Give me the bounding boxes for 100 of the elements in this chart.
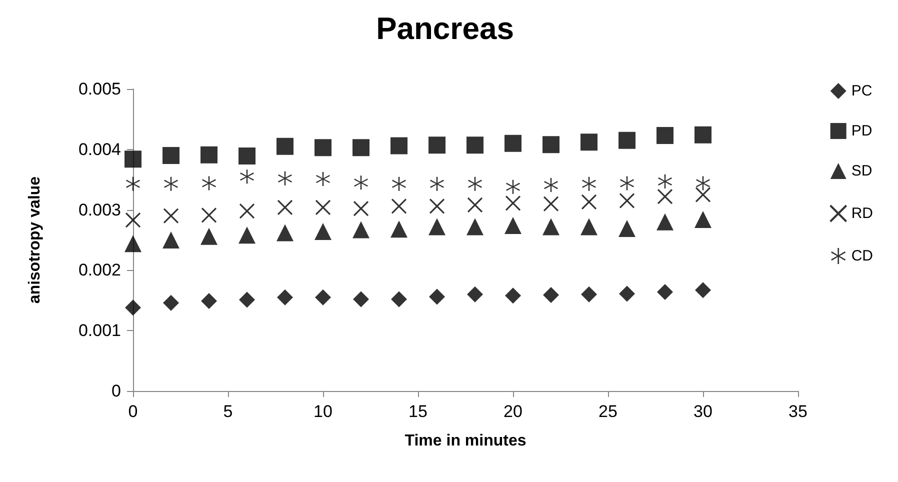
point — [314, 139, 332, 156]
point — [124, 150, 142, 168]
point — [657, 284, 673, 300]
point — [391, 198, 407, 214]
point — [276, 138, 294, 155]
point — [658, 174, 672, 188]
point — [695, 282, 711, 298]
y-tick-label: 0.001 — [78, 321, 121, 340]
point — [162, 232, 180, 248]
point — [505, 195, 521, 211]
x-tick-label: 15 — [408, 402, 428, 421]
point — [542, 218, 560, 236]
point — [201, 207, 217, 224]
point — [314, 223, 332, 240]
point — [428, 218, 446, 236]
point — [504, 217, 522, 234]
point — [390, 220, 408, 238]
x-tick-label: 10 — [314, 402, 332, 421]
point — [543, 286, 559, 303]
point — [200, 228, 218, 245]
point — [620, 176, 634, 190]
x-tick-label: 0 — [128, 402, 138, 421]
point — [695, 186, 711, 202]
point — [238, 148, 256, 165]
point — [581, 286, 597, 302]
point — [506, 180, 520, 194]
point — [618, 220, 636, 238]
point — [353, 200, 369, 216]
point — [353, 291, 369, 308]
point — [390, 137, 408, 154]
point — [696, 176, 710, 190]
point — [316, 172, 330, 186]
point — [466, 218, 484, 236]
x-axis-title: Time in minutes — [404, 432, 526, 450]
point — [239, 203, 255, 219]
x-tick-label: 35 — [788, 402, 808, 421]
point — [277, 200, 293, 216]
y-tick-label: 0.005 — [78, 80, 121, 98]
point — [240, 170, 254, 184]
point — [125, 212, 141, 228]
point — [581, 194, 597, 210]
point — [694, 210, 712, 228]
point — [238, 226, 256, 244]
point — [126, 176, 140, 191]
point — [656, 213, 674, 230]
x-tick-label: 30 — [694, 402, 712, 421]
y-tick-label: 0.004 — [78, 140, 121, 159]
point — [392, 176, 406, 191]
point — [619, 192, 635, 209]
point — [315, 200, 331, 216]
point — [200, 146, 218, 164]
y-tick-label: 0 — [112, 382, 121, 400]
point — [124, 235, 142, 252]
legend-label: RD — [851, 205, 874, 222]
point — [505, 288, 521, 304]
point — [278, 171, 292, 186]
point — [694, 126, 712, 144]
point — [162, 146, 180, 164]
point — [201, 293, 217, 310]
point — [354, 176, 368, 190]
point — [468, 176, 482, 191]
chart-title: Pancreas — [376, 11, 514, 46]
point — [164, 176, 178, 191]
point — [277, 289, 293, 306]
point — [125, 300, 141, 316]
point — [239, 292, 255, 308]
y-tick-label: 0.003 — [78, 200, 121, 220]
point — [429, 198, 445, 214]
legend-label: PC — [851, 82, 872, 100]
point — [467, 197, 483, 213]
y-tick-label: 0.002 — [78, 260, 121, 280]
point — [580, 218, 598, 236]
point — [619, 286, 635, 302]
point — [467, 286, 483, 302]
point — [428, 136, 446, 154]
legend-label: PD — [851, 122, 872, 140]
point — [543, 196, 559, 212]
point — [544, 178, 558, 192]
point — [163, 208, 179, 224]
legend-label: CD — [851, 248, 874, 264]
point — [352, 139, 370, 156]
point — [466, 136, 484, 154]
legend-label: SD — [851, 162, 872, 180]
point — [580, 134, 598, 151]
point — [391, 291, 407, 308]
point — [582, 176, 596, 191]
point — [352, 221, 370, 238]
point — [618, 132, 636, 149]
point — [202, 176, 216, 190]
point — [656, 127, 674, 144]
point — [542, 136, 560, 154]
x-tick-label: 25 — [598, 402, 618, 421]
point — [315, 289, 331, 306]
point — [163, 294, 179, 311]
x-tick-label: 20 — [504, 402, 522, 421]
point — [429, 288, 445, 305]
point — [657, 188, 673, 204]
y-axis-title: anisotropy value — [26, 176, 44, 304]
point — [430, 176, 444, 191]
point — [504, 134, 522, 152]
